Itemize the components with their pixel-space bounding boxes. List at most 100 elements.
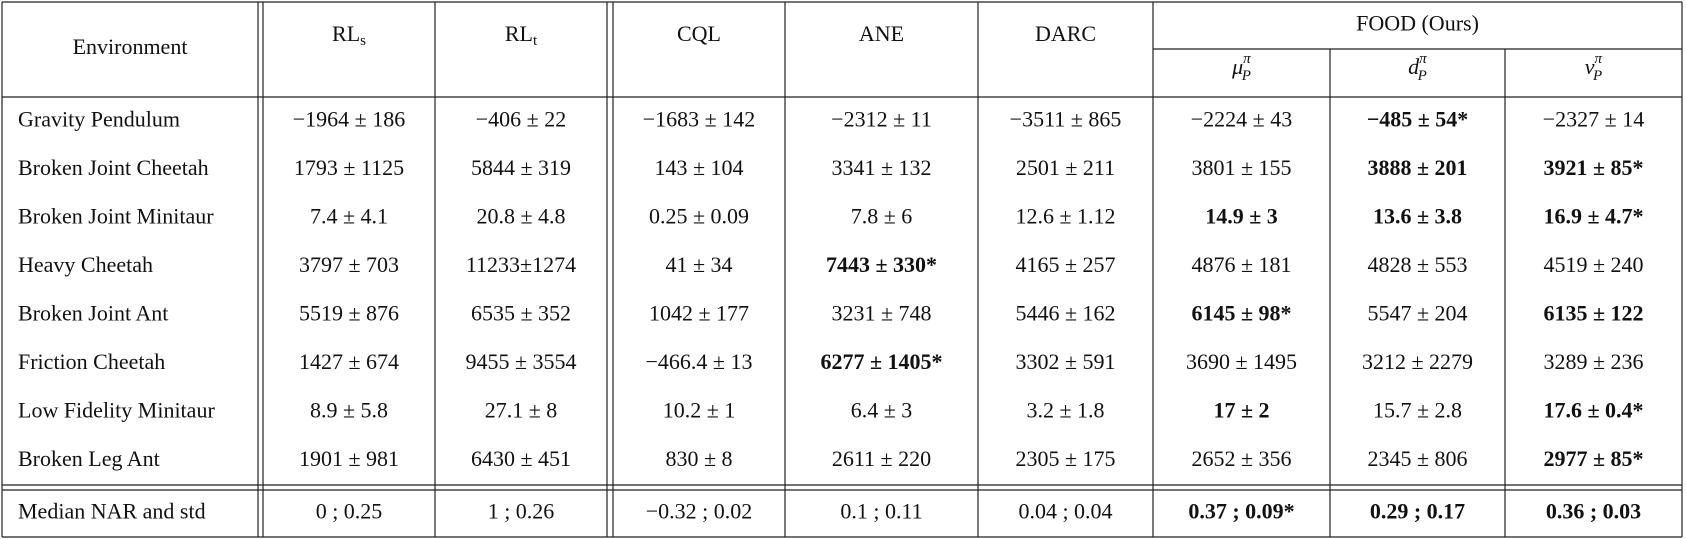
header-cell: CQL (677, 21, 721, 46)
cell: 143 ± 104 (654, 155, 743, 180)
cell: 2652 ± 356 (1191, 446, 1291, 471)
cell: 4828 ± 553 (1367, 252, 1467, 277)
header-cell: μπ P (1231, 51, 1251, 84)
cell: −2224 ± 43 (1191, 106, 1292, 131)
row-label: Gravity Pendulum (18, 106, 180, 131)
header-sub: P (1241, 68, 1251, 84)
cell: 3921 ± 85* (1543, 155, 1643, 180)
cell: 0.29 ; 0.17 (1370, 499, 1465, 524)
cell: 3.2 ± 1.8 (1026, 397, 1104, 422)
cell: 16.9 ± 4.7* (1543, 203, 1643, 228)
cell: −466.4 ± 13 (646, 349, 753, 374)
header-cell: RLs (332, 21, 366, 49)
cell: 14.9 ± 3 (1205, 203, 1278, 228)
header-main: DARC (1035, 21, 1096, 46)
header-cell: dπ P (1408, 51, 1427, 84)
cell: 2345 ± 806 (1367, 446, 1467, 471)
cell: 41 ± 34 (665, 252, 732, 277)
row-label: Heavy Cheetah (18, 252, 153, 277)
cell: 3231 ± 748 (831, 300, 931, 325)
cell: 3888 ± 201 (1367, 155, 1467, 180)
cell: 0.36 ; 0.03 (1546, 499, 1641, 524)
header-cell: Environment (73, 34, 188, 59)
header-sub: P (1592, 68, 1602, 84)
cell: 12.6 ± 1.12 (1015, 203, 1115, 228)
cell: −0.32 ; 0.02 (646, 499, 753, 524)
cell: 2305 ± 175 (1015, 446, 1115, 471)
cell: 3341 ± 132 (831, 155, 931, 180)
cell: 0 ; 0.25 (316, 499, 383, 524)
cell: −2327 ± 14 (1543, 106, 1644, 131)
cell: 15.7 ± 2.8 (1373, 397, 1462, 422)
header-sub: s (360, 33, 366, 49)
cell: 2611 ± 220 (832, 446, 931, 471)
header-main: ν (1585, 54, 1595, 79)
cell: 6135 ± 122 (1543, 300, 1643, 325)
cell: 2501 ± 211 (1016, 155, 1115, 180)
cell: 1427 ± 674 (299, 349, 399, 374)
header-main: μ (1231, 54, 1243, 79)
header-sub: t (533, 33, 538, 49)
header-main: RL (505, 21, 533, 46)
cell: 20.8 ± 4.8 (476, 203, 565, 228)
cell: 0.1 ; 0.11 (840, 499, 922, 524)
cell: 7.8 ± 6 (851, 203, 913, 228)
cell: 830 ± 8 (665, 446, 732, 471)
cell: 0.25 ± 0.09 (649, 203, 749, 228)
cell: 7443 ± 330* (826, 252, 937, 277)
cell: 6.4 ± 3 (851, 397, 913, 422)
cell: −1964 ± 186 (293, 106, 405, 131)
cell: 5446 ± 162 (1015, 300, 1115, 325)
row-label: Friction Cheetah (18, 349, 165, 374)
cell: 3289 ± 236 (1543, 349, 1643, 374)
header-main: CQL (677, 21, 721, 46)
header-sub: P (1417, 68, 1427, 84)
cell: 5519 ± 876 (299, 300, 399, 325)
cell: 6430 ± 451 (471, 446, 571, 471)
cell: 7.4 ± 4.1 (310, 203, 388, 228)
header-sup: π (1595, 51, 1603, 67)
cell: −485 ± 54* (1367, 106, 1469, 131)
cell: 1 ; 0.26 (488, 499, 555, 524)
header-main: RL (332, 21, 360, 46)
row-label: Broken Joint Minitaur (18, 203, 214, 228)
cell: 3690 ± 1495 (1186, 349, 1297, 374)
cell: 5844 ± 319 (471, 155, 571, 180)
cell: 3302 ± 591 (1015, 349, 1115, 374)
header-cell: ANE (859, 21, 904, 46)
cell: 13.6 ± 3.8 (1373, 203, 1462, 228)
row-label: Broken Leg Ant (18, 446, 160, 471)
cell: 11233±1274 (466, 252, 576, 277)
cell: 1042 ± 177 (649, 300, 749, 325)
cell: 3212 ± 2279 (1362, 349, 1473, 374)
cell: 3797 ± 703 (299, 252, 399, 277)
cell: 5547 ± 204 (1367, 300, 1467, 325)
cell: 9455 ± 3554 (465, 349, 576, 374)
cell: 27.1 ± 8 (485, 397, 558, 422)
header-main: ANE (859, 21, 904, 46)
cell: 1901 ± 981 (299, 446, 399, 471)
cell: 4519 ± 240 (1543, 252, 1643, 277)
cell: 2977 ± 85* (1543, 446, 1643, 471)
cell: 6277 ± 1405* (820, 349, 942, 374)
cell: 6535 ± 352 (471, 300, 571, 325)
cell: 4165 ± 257 (1015, 252, 1115, 277)
header-group: FOOD (Ours) (1356, 11, 1479, 36)
header-sup: π (1243, 51, 1251, 67)
cell: −1683 ± 142 (643, 106, 755, 131)
header-cell: DARC (1035, 21, 1096, 46)
row-label: Median NAR and std (18, 499, 206, 524)
row-label: Low Fidelity Minitaur (18, 397, 215, 422)
cell: 6145 ± 98* (1191, 300, 1291, 325)
cell: 8.9 ± 5.8 (310, 397, 388, 422)
cell: −406 ± 22 (476, 106, 566, 131)
cell: 0.04 ; 0.04 (1018, 499, 1112, 524)
header-main: d (1408, 54, 1420, 79)
cell: −2312 ± 11 (831, 106, 932, 131)
header-cell: RLt (505, 21, 538, 49)
cell: −3511 ± 865 (1010, 106, 1122, 131)
cell: 0.37 ; 0.09* (1188, 499, 1294, 524)
row-label: Broken Joint Cheetah (18, 155, 209, 180)
cell: 17.6 ± 0.4* (1543, 397, 1643, 422)
